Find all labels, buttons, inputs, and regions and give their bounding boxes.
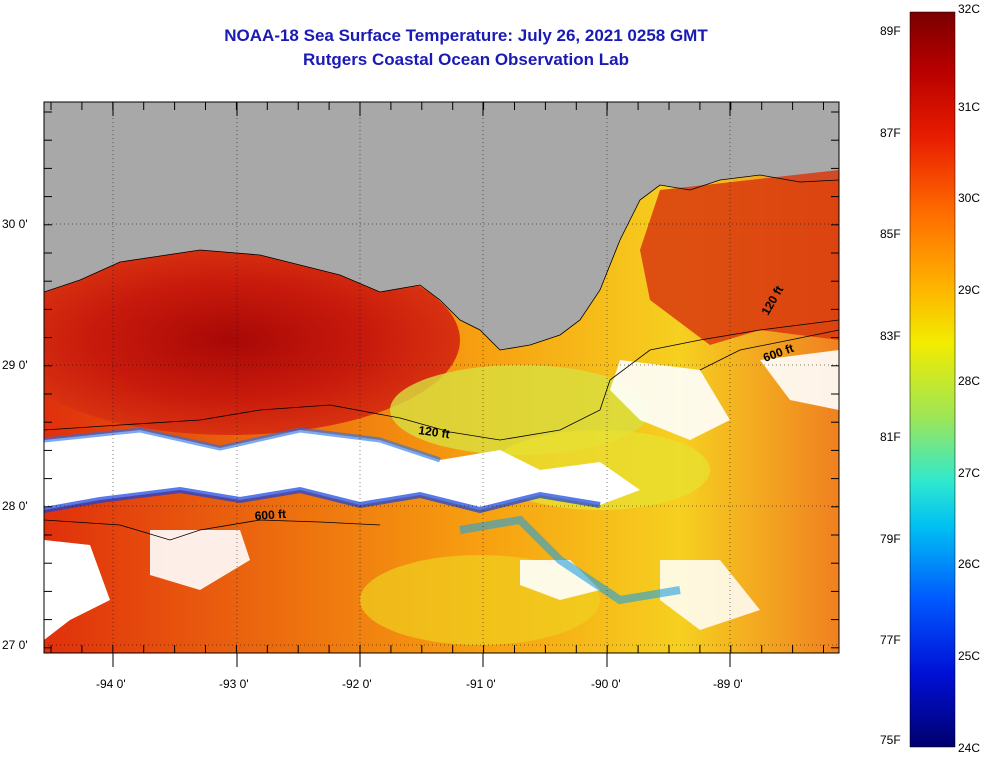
colorbar-label-c: 30C — [958, 191, 981, 205]
colorbar-label-c: 26C — [958, 557, 981, 571]
colorbar-label-f: 89F — [880, 24, 901, 38]
colorbar — [909, 11, 956, 748]
lat-label: 30 0' — [2, 217, 28, 231]
colorbar-label-f: 77F — [880, 633, 901, 647]
colorbar-label-c: 31C — [958, 99, 981, 114]
colorbar-label-c: 25C — [958, 648, 981, 663]
lon-label: -94 0' — [96, 677, 126, 691]
colorbar-label-c: 28C — [958, 374, 981, 388]
map-frame — [43, 101, 840, 654]
lat-label: 29 0' — [2, 358, 28, 372]
colorbar-label-f: 79F — [880, 531, 901, 546]
colorbar-label-f: 87F — [880, 125, 901, 140]
title-line-2: Rutgers Coastal Ocean Observation Lab — [303, 50, 629, 69]
lon-label: -93 0' — [219, 677, 249, 691]
map-field — [44, 102, 839, 653]
lat-label: 28 0' — [2, 499, 28, 513]
contour-label: 600 ft — [254, 507, 286, 523]
colorbar-label-c: 32C — [958, 2, 981, 16]
lon-label: -90 0' — [591, 677, 621, 691]
colorbar-label-f: 85F — [880, 227, 901, 241]
lon-label: -89 0' — [713, 677, 743, 691]
contour-label: 120 ft — [418, 423, 451, 441]
colorbar-label-f: 83F — [880, 328, 901, 343]
colorbar-label-c: 24C — [958, 741, 981, 755]
lat-label: 27 0' — [2, 638, 28, 652]
colorbar-label-c: 29C — [958, 282, 981, 297]
title-line-1: NOAA-18 Sea Surface Temperature: July 26… — [224, 26, 708, 45]
colorbar-label-f: 81F — [880, 430, 901, 444]
colorbar-label-f: 75F — [880, 733, 901, 747]
lon-label: -91 0' — [466, 677, 496, 691]
lon-label: -92 0' — [342, 677, 372, 691]
colorbar-label-c: 27C — [958, 465, 981, 480]
